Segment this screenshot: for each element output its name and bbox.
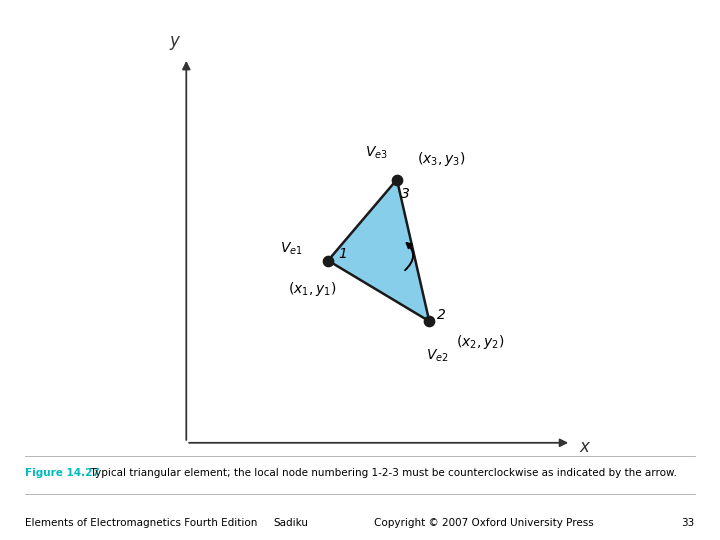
Text: Sadiku: Sadiku [274,518,309,528]
Text: $(x_1, y_1)$: $(x_1, y_1)$ [287,280,336,298]
Text: 33: 33 [682,518,695,528]
Point [423,317,435,326]
Text: $(x_3, y_3)$: $(x_3, y_3)$ [417,150,465,168]
Text: $V_{e3}$: $V_{e3}$ [365,145,388,161]
Text: x: x [579,438,589,456]
Text: 3: 3 [401,187,410,201]
Text: Typical triangular element; the local node numbering 1-2-3 must be counterclockw: Typical triangular element; the local no… [84,468,677,478]
Text: 1: 1 [338,247,347,261]
Text: $V_{e1}$: $V_{e1}$ [280,240,303,256]
Text: Copyright © 2007 Oxford University Press: Copyright © 2007 Oxford University Press [374,518,594,528]
Point [323,256,334,265]
Text: $V_{e2}$: $V_{e2}$ [426,348,449,364]
Text: y: y [169,32,179,50]
Point [391,175,402,184]
Polygon shape [328,179,429,321]
Text: $(x_2, y_2)$: $(x_2, y_2)$ [456,333,504,350]
Text: 2: 2 [438,308,446,322]
Text: Elements of Electromagnetics Fourth Edition: Elements of Electromagnetics Fourth Edit… [25,518,258,528]
Text: Figure 14.27: Figure 14.27 [25,468,100,478]
